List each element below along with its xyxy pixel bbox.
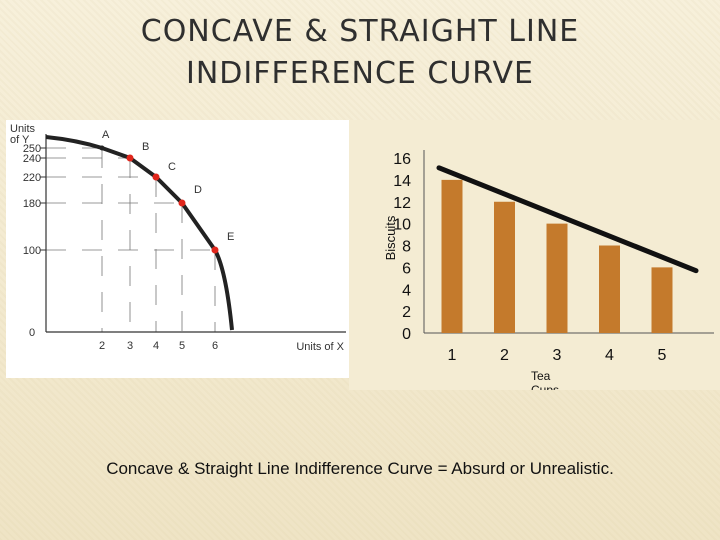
bar-4 xyxy=(599,245,620,333)
y-tick-label: 100 xyxy=(23,245,41,257)
y-tick-label: 0 xyxy=(29,327,35,339)
y-tick-label: 220 xyxy=(23,172,41,184)
y-tick-label: 10 xyxy=(393,217,411,234)
x-tick-label: 1 xyxy=(448,347,457,364)
curve-point-b xyxy=(126,154,134,162)
guide-lines xyxy=(46,147,216,332)
curve-point-a xyxy=(99,145,105,151)
point-label-a: A xyxy=(102,129,110,141)
point-label-d: D xyxy=(194,184,202,196)
curve-point-c xyxy=(152,173,160,181)
y-tick-label: 8 xyxy=(402,239,411,256)
bar-5 xyxy=(651,267,673,333)
bar-3 xyxy=(546,223,568,333)
y-axis-label-line-2: of Y xyxy=(10,134,30,146)
y-tick-label: 180 xyxy=(23,198,41,210)
x-tick-label: 2 xyxy=(500,347,509,364)
y-tick-label: 16 xyxy=(393,151,411,168)
y-tick-label: 0 xyxy=(402,326,411,343)
point-label-c: C xyxy=(168,161,176,173)
x-axis-label-line-2: Cups xyxy=(531,383,559,390)
x-tick-label: 5 xyxy=(658,347,667,364)
point-label-e: E xyxy=(227,231,234,243)
curve-point-e xyxy=(211,246,219,254)
y-tick-label: 14 xyxy=(393,173,411,190)
slide-title-line-1: CONCAVE & STRAIGHT LINE xyxy=(140,14,580,49)
concave-indifference-curve xyxy=(45,135,234,331)
x-tick-label: 6 xyxy=(212,340,218,352)
x-tick-label: 3 xyxy=(553,347,562,364)
y-tick-label: 2 xyxy=(402,304,411,321)
x-tick-label: 4 xyxy=(605,347,614,364)
y-tick-label: 240 xyxy=(23,153,41,165)
bar-2 xyxy=(494,201,515,333)
y-axis-label-biscuits: Biscuits xyxy=(383,215,398,260)
y-tick-label: 250 xyxy=(23,143,41,155)
straight-indifference-line xyxy=(436,165,699,274)
curve-point-d xyxy=(178,199,186,207)
x-axis-label-line-1: Tea xyxy=(531,369,551,383)
bar-1 xyxy=(441,179,463,333)
slide-caption: Concave & Straight Line Indifference Cur… xyxy=(106,459,614,478)
x-tick-label: 4 xyxy=(153,340,159,352)
x-tick-label: 3 xyxy=(127,340,133,352)
slide-title-line-2: INDIFFERENCE CURVE xyxy=(186,56,534,91)
point-label-b: B xyxy=(142,141,149,153)
y-axis-label-line-1: Units xyxy=(10,123,36,135)
x-tick-label: 5 xyxy=(179,340,185,352)
y-tick-label: 12 xyxy=(393,195,411,212)
y-tick-label: 6 xyxy=(402,260,411,277)
x-axis-label: Units of X xyxy=(296,341,344,353)
y-tick-label: 4 xyxy=(402,282,411,299)
x-tick-label: 2 xyxy=(99,340,105,352)
